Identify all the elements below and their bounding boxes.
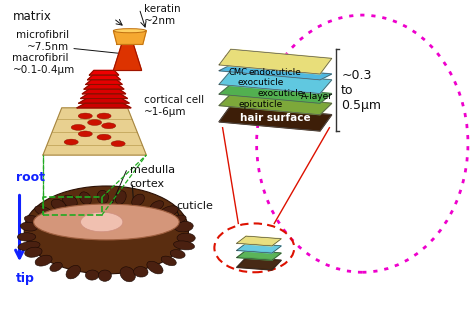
Text: hair surface: hair surface <box>240 113 311 123</box>
Polygon shape <box>113 31 146 44</box>
Ellipse shape <box>66 266 81 279</box>
Ellipse shape <box>88 119 102 125</box>
Ellipse shape <box>35 255 52 266</box>
Ellipse shape <box>34 204 179 240</box>
Ellipse shape <box>63 195 77 207</box>
Polygon shape <box>90 70 118 75</box>
Polygon shape <box>86 80 122 85</box>
Ellipse shape <box>97 190 109 204</box>
Ellipse shape <box>173 241 194 250</box>
Text: keratin
~2nm: keratin ~2nm <box>144 4 181 26</box>
Text: exocuticle: exocuticle <box>257 89 304 98</box>
Ellipse shape <box>159 206 178 218</box>
Ellipse shape <box>25 247 42 257</box>
Ellipse shape <box>81 212 123 232</box>
Polygon shape <box>237 258 281 270</box>
Ellipse shape <box>97 134 111 140</box>
Ellipse shape <box>111 141 125 147</box>
Ellipse shape <box>170 250 185 258</box>
Text: cuticle: cuticle <box>177 201 214 211</box>
Text: ~0.3
to
0.5μm: ~0.3 to 0.5μm <box>341 69 381 112</box>
Ellipse shape <box>50 262 62 271</box>
Polygon shape <box>88 75 120 80</box>
Ellipse shape <box>115 191 126 204</box>
Text: cortical cell
~1-6μm: cortical cell ~1-6μm <box>144 95 204 117</box>
Ellipse shape <box>80 192 91 205</box>
Ellipse shape <box>174 221 193 232</box>
Ellipse shape <box>71 124 85 130</box>
Text: endocuticle: endocuticle <box>249 68 302 77</box>
Ellipse shape <box>113 29 146 33</box>
Ellipse shape <box>51 199 66 210</box>
Ellipse shape <box>120 267 136 282</box>
Polygon shape <box>219 49 332 74</box>
Polygon shape <box>219 65 332 80</box>
Text: matrix: matrix <box>12 10 51 23</box>
Ellipse shape <box>64 139 78 145</box>
Text: A-layer: A-layer <box>301 92 333 101</box>
Polygon shape <box>43 108 146 155</box>
Ellipse shape <box>132 194 145 206</box>
Polygon shape <box>79 98 129 103</box>
Text: epicuticle: epicuticle <box>238 100 283 109</box>
Ellipse shape <box>78 113 92 119</box>
Text: CMC: CMC <box>228 68 248 77</box>
Polygon shape <box>219 71 332 93</box>
Text: medulla: medulla <box>130 165 175 175</box>
Ellipse shape <box>24 215 43 225</box>
Polygon shape <box>237 243 281 253</box>
Polygon shape <box>219 94 332 115</box>
Polygon shape <box>113 44 142 70</box>
Polygon shape <box>81 94 128 98</box>
Ellipse shape <box>24 186 189 274</box>
Ellipse shape <box>171 215 186 223</box>
Ellipse shape <box>98 270 111 281</box>
Text: tip: tip <box>16 272 35 285</box>
Text: macrofibril
~0.1-0.4μm: macrofibril ~0.1-0.4μm <box>12 53 75 75</box>
Ellipse shape <box>150 201 164 211</box>
Ellipse shape <box>18 241 40 250</box>
Polygon shape <box>82 89 126 94</box>
Polygon shape <box>237 250 281 260</box>
Polygon shape <box>84 85 124 89</box>
Ellipse shape <box>102 123 116 129</box>
Ellipse shape <box>78 131 92 137</box>
Polygon shape <box>237 236 281 246</box>
Ellipse shape <box>35 206 54 217</box>
Text: root: root <box>16 171 45 184</box>
Ellipse shape <box>177 233 195 243</box>
Polygon shape <box>219 106 332 131</box>
Polygon shape <box>77 103 131 108</box>
Text: microfibril
~7.5nm: microfibril ~7.5nm <box>16 30 69 52</box>
Text: cortex: cortex <box>130 179 165 190</box>
Polygon shape <box>219 85 332 103</box>
Text: exocuticle: exocuticle <box>237 78 283 87</box>
Ellipse shape <box>147 261 163 274</box>
Ellipse shape <box>97 113 111 119</box>
Ellipse shape <box>18 233 36 241</box>
Ellipse shape <box>134 266 148 277</box>
Ellipse shape <box>85 270 99 280</box>
Ellipse shape <box>161 256 176 266</box>
Ellipse shape <box>20 222 37 231</box>
